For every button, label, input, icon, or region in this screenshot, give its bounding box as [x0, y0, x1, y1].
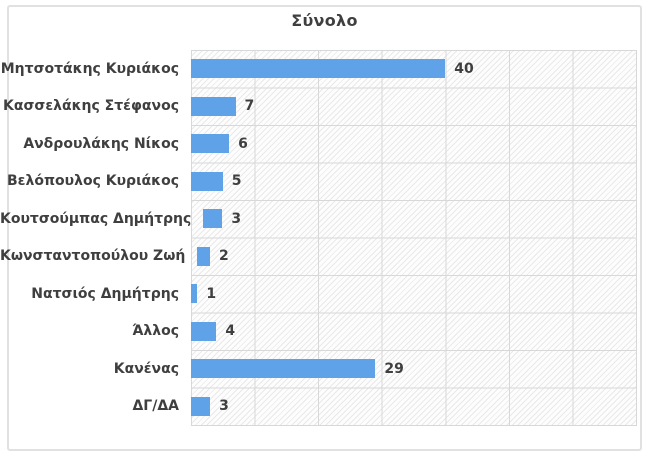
category-label: Κωνσταντοπούλου Ζωή	[0, 248, 186, 265]
value-label: 3	[219, 398, 229, 415]
value-label: 7	[244, 98, 255, 115]
bar	[191, 59, 446, 79]
category-label: ΔΓ/ΔΑ	[132, 398, 179, 415]
chart-title: Σύνολο	[291, 11, 358, 30]
bar-row: Άλλος 4	[0, 313, 650, 351]
category-label: Νατσιός Δημήτρης	[31, 285, 179, 302]
bar-rows: Μητσοτάκης Κυριάκος 40 Κασσελάκης Στέφανος…	[0, 50, 650, 425]
value-label: 5	[231, 173, 242, 190]
bar-row: Ανδρουλάκης Νίκος 6	[0, 125, 650, 163]
bar-track: 3	[203, 209, 650, 229]
value-label: 29	[384, 360, 404, 377]
bar	[191, 134, 230, 154]
bar	[191, 171, 223, 191]
bar-row: ΔΓ/ΔΑ 3	[0, 388, 650, 426]
bar-track: 2	[197, 246, 650, 266]
category-label: Κασσελάκης Στέφανος	[3, 98, 179, 115]
bar	[191, 321, 217, 341]
bar	[191, 96, 236, 116]
value-label: 1	[206, 285, 217, 302]
value-label: 2	[219, 248, 229, 265]
value-label: 40	[454, 60, 474, 77]
bar-track: 29	[191, 359, 650, 379]
category-label: Μητσοτάκης Κυριάκος	[0, 60, 179, 77]
bar-track: 40	[191, 59, 650, 79]
category-label: Βελόπουλος Κυριάκος	[7, 173, 179, 190]
bar	[203, 209, 223, 229]
bar-track: 3	[191, 396, 650, 416]
value-label: 6	[238, 135, 248, 152]
bar	[191, 359, 376, 379]
bar-track: 6	[191, 134, 650, 154]
bar	[191, 284, 198, 304]
bar	[191, 396, 211, 416]
category-label: Κανένας	[113, 360, 179, 377]
bar-row: Βελόπουλος Κυριάκος 5	[0, 163, 650, 201]
bar-row: Μητσοτάκης Κυριάκος 40	[0, 50, 650, 88]
bar-track: 5	[191, 171, 650, 191]
bar-row: Κανένας 29	[0, 350, 650, 388]
bar-track: 7	[191, 96, 650, 116]
bar-track: 1	[191, 284, 650, 304]
value-label: 3	[231, 210, 242, 227]
bar-row: Νατσιός Δημήτρης 1	[0, 275, 650, 313]
bar	[197, 246, 211, 266]
bar-row: Κωνσταντοπούλου Ζωή 2	[0, 238, 650, 276]
bar-row: Κασσελάκης Στέφανος 7	[0, 88, 650, 126]
bar-row: Κουτσούμπας Δημήτρης 3	[0, 200, 650, 238]
category-label: Άλλος	[132, 323, 179, 340]
category-label: Κουτσούμπας Δημήτρης	[0, 210, 192, 227]
category-label: Ανδρουλάκης Νίκος	[23, 135, 179, 152]
bar-track: 4	[191, 321, 650, 341]
value-label: 4	[225, 323, 236, 340]
